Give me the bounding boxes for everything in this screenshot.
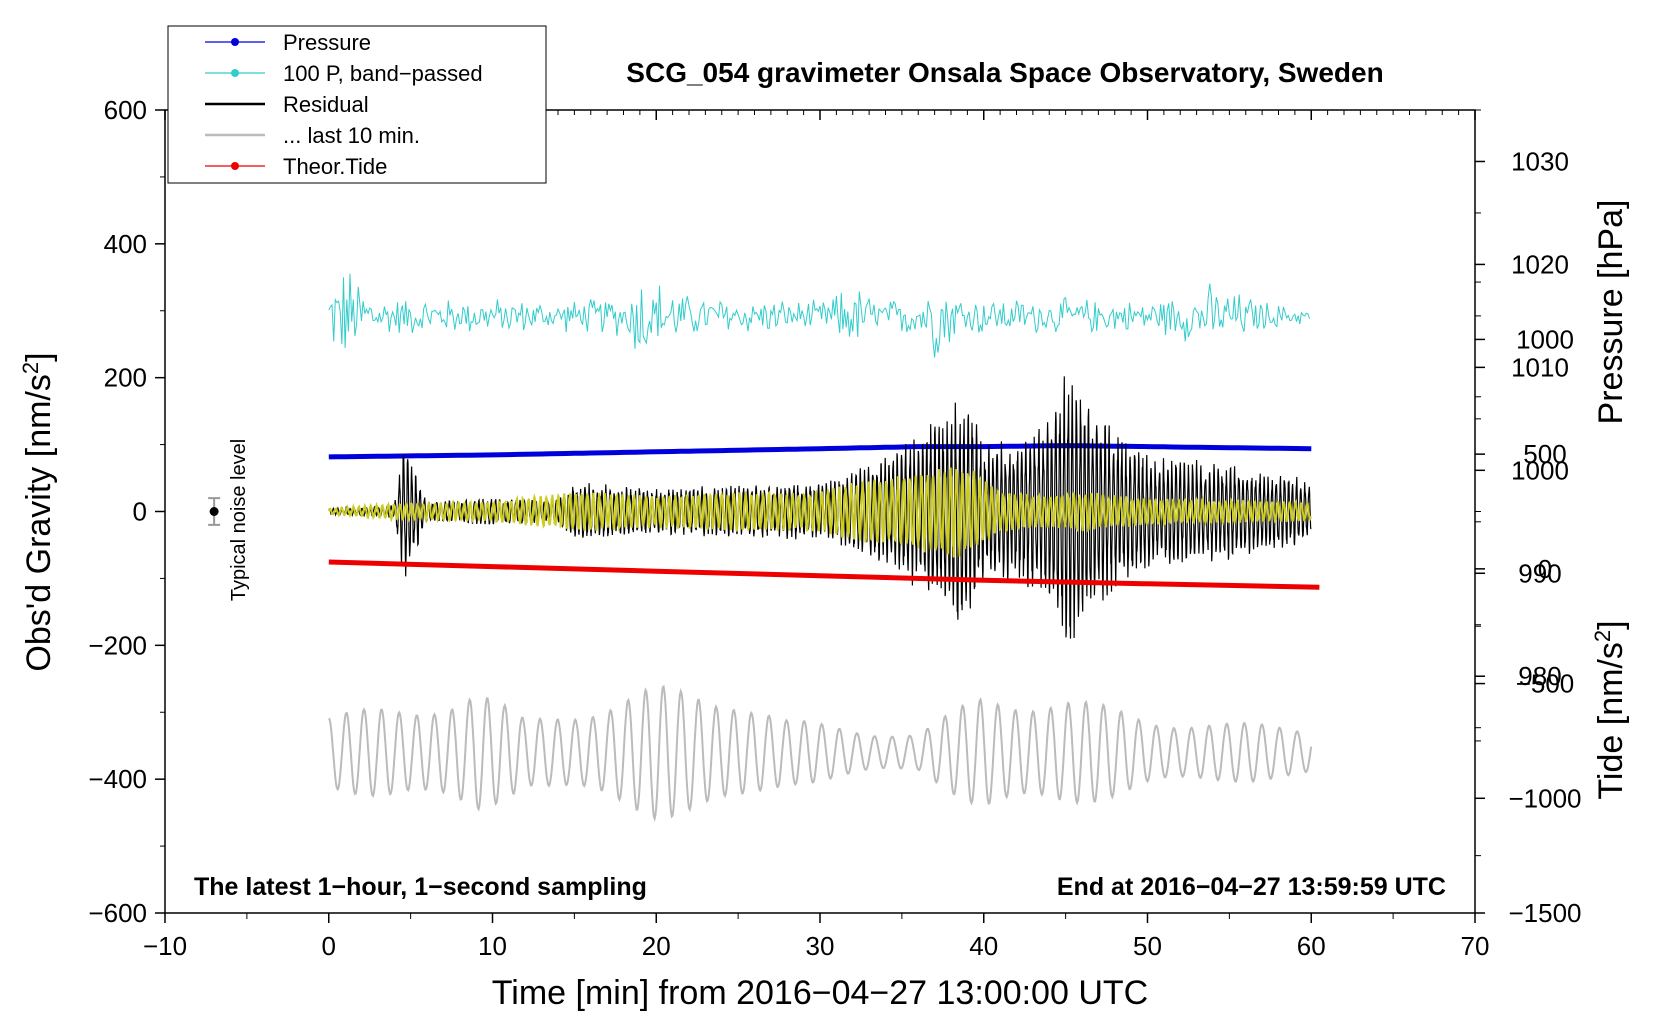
tide-tick-label: 0: [1538, 554, 1552, 584]
x-tick-label: 20: [642, 931, 671, 961]
theoretical-tide-series: [328, 559, 1320, 590]
bandpassed-residual-series: [327, 467, 1312, 558]
tide-tick-label: −1000: [1508, 783, 1581, 813]
pressure-line: [328, 443, 1312, 460]
legend-label: ... last 10 min.: [283, 123, 420, 148]
noise-level-indicator: [208, 497, 221, 526]
end-time-note: End at 2016−04−27 13:59:59 UTC: [1057, 873, 1446, 901]
noise-point: [209, 507, 219, 516]
x-tick-label: 10: [478, 931, 507, 961]
legend-label: Pressure: [283, 30, 371, 55]
legend-marker: [231, 69, 239, 77]
bandpassed-residual-line: [327, 467, 1312, 558]
tide-tick-label: −1500: [1508, 898, 1581, 928]
tide-tick-label: 500: [1523, 439, 1566, 469]
pressure-tick-label: 980: [1518, 661, 1561, 691]
y-tick-label: −400: [88, 764, 147, 794]
x-axis-label: Time [min] from 2016−04−27 13:00:00 UTC: [492, 974, 1148, 1012]
pressure-tick-label: 1010: [1511, 352, 1569, 382]
x-tick-label: 40: [969, 931, 998, 961]
sampling-note: The latest 1−hour, 1−second sampling: [194, 873, 647, 901]
legend-marker: [231, 162, 239, 170]
y-tick-label: 200: [104, 363, 147, 393]
y-tick-label: −200: [88, 630, 147, 660]
tide-line: [328, 559, 1320, 590]
pressure-tick-label: 990: [1518, 558, 1561, 588]
pressure-axis: 980 990 1000 1010 1020 1030: [1475, 109, 1569, 729]
noise-level-label: Typical noise level: [228, 439, 250, 601]
pressure-axis-label: Pressure [hPa]: [1592, 200, 1630, 425]
y-tick-label: −600: [88, 898, 147, 928]
tide-tick-label: 1000: [1516, 324, 1574, 354]
y-axis-left: −600 −400 −200 0 200 400 600: [88, 95, 165, 928]
legend: Pressure 100 P, band−passed Residual ... la…: [167, 25, 547, 184]
x-tick-label: 60: [1297, 931, 1326, 961]
y-tick-label: 0: [133, 497, 147, 527]
x-tick-label: −10: [143, 931, 187, 961]
bandpassed-pressure-line: [328, 273, 1311, 358]
last-10-min-line: [327, 684, 1313, 823]
chart-title: SCG_054 gravimeter Onsala Space Observat…: [626, 57, 1383, 88]
tide-tick-label: −500: [1516, 669, 1575, 699]
x-tick-label: 70: [1461, 931, 1490, 961]
legend-label: Theor.Tide: [283, 154, 387, 179]
legend-label: 100 P, band−passed: [283, 61, 483, 86]
bandpassed-pressure-series: [328, 273, 1311, 358]
legend-marker: [231, 38, 239, 46]
pressure-tick-label: 1020: [1511, 249, 1569, 279]
x-tick-label: 50: [1133, 931, 1162, 961]
pressure-series: [328, 443, 1312, 460]
legend-label: Residual: [283, 92, 369, 117]
pressure-tick-label: 1000: [1511, 455, 1569, 485]
x-tick-label: 30: [806, 931, 835, 961]
y-axis-label-left: Obs'd Gravity [nm/s2]: [18, 352, 58, 671]
pressure-tick-label: 1030: [1511, 146, 1569, 176]
x-tick-label: 0: [322, 931, 336, 961]
last-10-min-series: [327, 684, 1313, 823]
x-axis: −10 0 10 20 30 40 50 60 70: [143, 110, 1490, 961]
tide-axis-label: Tide [nm/s2]: [1590, 620, 1630, 799]
y-tick-label: 400: [104, 229, 147, 259]
y-tick-label: 600: [104, 95, 147, 125]
